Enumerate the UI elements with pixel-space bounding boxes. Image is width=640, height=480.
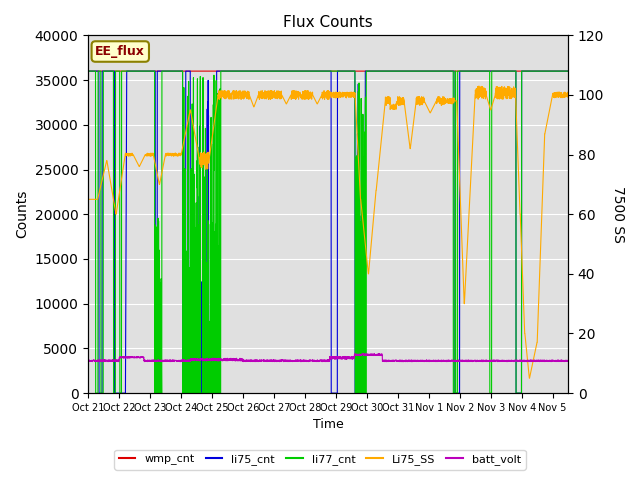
li75_cnt	[289, 68, 297, 74]
batt_volt	[564, 358, 572, 364]
batt_volt	[289, 358, 297, 364]
Li75_SS	[475, 83, 483, 89]
batt_volt	[168, 358, 175, 364]
Title: Flux Counts: Flux Counts	[284, 15, 373, 30]
li77_cnt	[564, 68, 572, 74]
Li75_SS	[525, 375, 533, 381]
wmp_cnt	[564, 68, 572, 74]
Li75_SS	[268, 92, 276, 97]
li77_cnt	[269, 68, 276, 74]
batt_volt	[371, 351, 378, 357]
wmp_cnt	[289, 68, 297, 74]
Li75_SS	[555, 91, 563, 96]
Line: li75_cnt: li75_cnt	[88, 71, 568, 393]
li77_cnt	[168, 68, 175, 74]
X-axis label: Time: Time	[313, 419, 344, 432]
wmp_cnt	[503, 68, 511, 74]
wmp_cnt	[84, 68, 92, 74]
Li75_SS	[503, 93, 511, 98]
li77_cnt	[555, 68, 563, 74]
batt_volt	[518, 359, 526, 364]
li77_cnt	[92, 390, 99, 396]
li75_cnt	[140, 68, 147, 74]
Line: Li75_SS: Li75_SS	[88, 86, 568, 378]
batt_volt	[268, 359, 276, 364]
li75_cnt	[95, 390, 103, 396]
batt_volt	[84, 359, 92, 364]
li77_cnt	[140, 68, 147, 74]
li75_cnt	[168, 68, 175, 74]
li75_cnt	[84, 68, 92, 74]
Y-axis label: 7500 SS: 7500 SS	[611, 186, 625, 243]
li75_cnt	[503, 68, 511, 74]
Line: batt_volt: batt_volt	[88, 354, 568, 361]
Text: EE_flux: EE_flux	[95, 45, 145, 58]
Li75_SS	[84, 196, 92, 202]
Li75_SS	[168, 152, 175, 158]
Y-axis label: Counts: Counts	[15, 190, 29, 239]
wmp_cnt	[555, 68, 563, 74]
Legend: wmp_cnt, li75_cnt, li77_cnt, Li75_SS, batt_volt: wmp_cnt, li75_cnt, li77_cnt, Li75_SS, ba…	[115, 450, 525, 469]
wmp_cnt	[139, 68, 147, 74]
batt_volt	[555, 358, 563, 363]
li77_cnt	[84, 68, 92, 74]
wmp_cnt	[268, 68, 276, 74]
batt_volt	[139, 355, 147, 360]
li75_cnt	[555, 68, 563, 74]
batt_volt	[503, 359, 511, 364]
li75_cnt	[564, 68, 572, 74]
Line: li77_cnt: li77_cnt	[88, 71, 568, 393]
Li75_SS	[289, 88, 297, 94]
Li75_SS	[564, 94, 572, 100]
li75_cnt	[269, 68, 276, 74]
wmp_cnt	[168, 68, 175, 74]
li77_cnt	[503, 68, 511, 74]
li77_cnt	[289, 68, 297, 74]
Li75_SS	[139, 156, 147, 162]
